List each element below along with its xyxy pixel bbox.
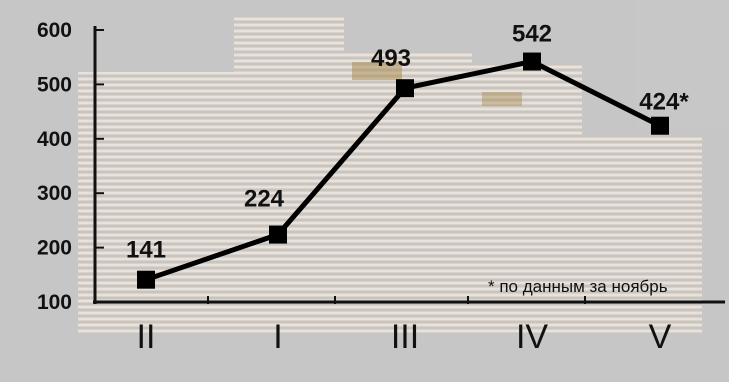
data-point-marker [651,116,669,135]
y-tick-label: 300 [37,182,72,205]
data-point-marker [137,270,155,289]
x-tick-label: III [391,318,419,356]
footnote: * по данным за ноябрь [488,277,668,296]
data-label: 224 [244,186,285,213]
data-point-marker [396,79,414,98]
data-label: 542 [512,21,552,48]
x-tick-label: I [273,318,282,356]
x-tick-label: IV [516,318,548,356]
y-tick-label: 500 [37,73,72,96]
x-tick-label: II [137,318,156,356]
x-tick-label: V [649,318,672,356]
data-label: 141 [126,237,166,264]
y-tick-label: 600 [37,19,72,42]
axes [93,26,725,304]
series [137,52,669,289]
data-point-marker [523,52,541,71]
data-label: 493 [371,45,411,72]
data-point-marker [269,225,287,244]
y-tick-label: 400 [37,128,72,151]
y-tick-label: 200 [37,237,72,260]
y-ticks: 100 200 300 400 500 600 [37,19,104,314]
data-label: 424* [639,89,689,116]
y-tick-label: 100 [37,291,72,314]
x-ticks: II I III IV V [137,296,672,356]
data-labels: 141 224 493 542 424* [126,21,689,264]
